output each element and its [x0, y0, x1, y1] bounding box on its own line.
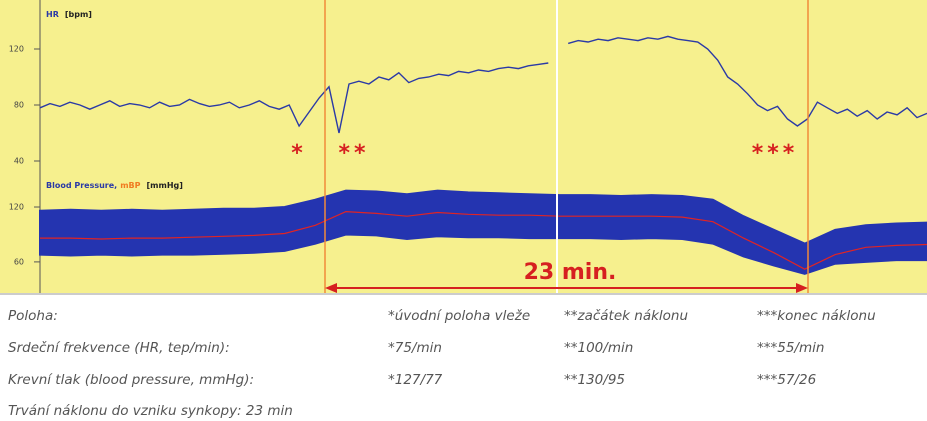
bp-band	[39, 189, 927, 275]
hr-line	[39, 35, 927, 134]
marker: *	[291, 141, 303, 166]
duration-label: 23 min.	[524, 260, 617, 285]
plots: 40 80 120 60 120	[9, 35, 927, 275]
y-tick-label: 40	[14, 157, 24, 166]
bp-title: Blood Pressure, mBP [mmHg]	[46, 181, 183, 190]
y-tick-label: 120	[9, 203, 24, 212]
table-cell: **130/95	[564, 372, 625, 388]
bp-unit: [mmHg]	[147, 181, 183, 190]
table-cell: Krevní tlak (blood pressure, mmHg):	[8, 372, 254, 388]
marker: ***	[752, 141, 799, 166]
table-cell: *75/min	[388, 340, 442, 356]
table-cell: *úvodní poloha vleže	[388, 308, 530, 324]
table-cell: *127/77	[388, 372, 443, 388]
table-cell: Poloha:	[8, 308, 58, 324]
bp-label: Blood Pressure,	[46, 181, 117, 190]
table-cell: ***57/26	[757, 372, 816, 388]
table-cell: **začátek náklonu	[564, 308, 688, 324]
mbp-line	[40, 210, 927, 270]
table-cell: ***konec náklonu	[757, 308, 876, 324]
arrow-head	[325, 283, 337, 293]
arrow-head	[796, 283, 808, 293]
y-tick-label: 120	[9, 45, 24, 54]
hr-label: HR	[46, 10, 59, 19]
table-cell: ***55/min	[757, 340, 824, 356]
hr-title: HR [bpm]	[46, 10, 92, 19]
y-tick-label: 60	[14, 257, 24, 266]
y-tick-label: 80	[14, 101, 24, 110]
hr-unit: [bpm]	[65, 10, 92, 19]
table: Poloha: *úvodní poloha vleže **začátek nák…	[8, 308, 876, 419]
table-cell: **100/min	[564, 340, 633, 356]
table-cell: Srdeční frekvence (HR, tep/min):	[8, 340, 230, 356]
table-cell: Trvání náklonu do vzniku synkopy: 23 min	[8, 403, 293, 419]
marker: **	[338, 141, 369, 166]
mbp-label: mBP	[120, 181, 140, 190]
